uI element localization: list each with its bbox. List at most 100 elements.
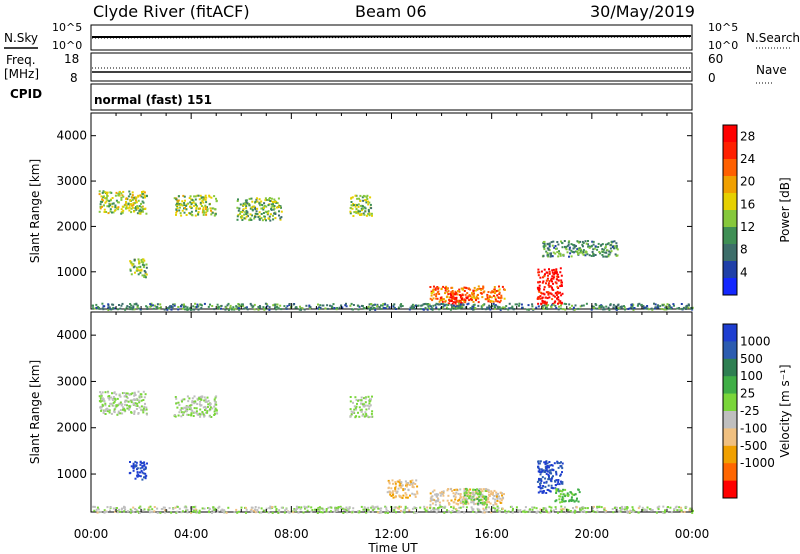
data-cell — [590, 308, 593, 311]
data-cell — [132, 263, 135, 266]
data-cell — [319, 306, 322, 309]
data-cell — [241, 211, 244, 213]
data-cell — [426, 506, 429, 509]
data-cell — [367, 395, 370, 398]
data-cell — [339, 505, 342, 508]
data-cell — [459, 303, 462, 306]
data-cell — [128, 209, 131, 212]
data-cell — [533, 506, 536, 509]
data-cell — [404, 492, 407, 495]
data-cell — [274, 306, 277, 309]
data-cell — [540, 468, 543, 471]
y-axis-title: Slant Range [km] — [28, 360, 42, 464]
data-cell — [545, 282, 547, 285]
data-cell — [496, 499, 499, 502]
data-cell — [183, 406, 186, 409]
data-cell — [393, 506, 396, 509]
data-cell — [411, 507, 414, 510]
data-cell — [488, 304, 491, 307]
data-cell — [109, 191, 112, 194]
data-cell — [106, 410, 109, 413]
data-cell — [435, 297, 438, 300]
data-cell — [143, 396, 146, 399]
data-cell — [144, 196, 146, 199]
data-cell — [535, 511, 538, 514]
data-cell — [236, 215, 239, 218]
data-cell — [578, 247, 581, 250]
data-cell — [187, 406, 190, 409]
scatter-region — [98, 390, 148, 416]
data-cell — [465, 506, 468, 509]
data-cell — [133, 410, 136, 413]
data-cell — [494, 304, 497, 307]
data-cell — [100, 408, 103, 411]
data-cell — [411, 492, 414, 495]
data-cell — [451, 295, 454, 298]
data-cell — [408, 509, 411, 512]
data-cell — [450, 499, 453, 502]
data-cell — [326, 304, 329, 307]
data-cell — [551, 288, 554, 291]
data-cell — [134, 207, 137, 210]
data-cell — [182, 413, 185, 416]
data-cell — [550, 509, 552, 512]
data-cell — [132, 464, 135, 467]
data-cell — [196, 303, 199, 306]
data-cell — [364, 411, 367, 414]
data-cell — [192, 305, 195, 308]
data-cell — [473, 286, 476, 289]
data-cell — [664, 509, 666, 512]
data-cell — [203, 415, 206, 418]
data-cell — [186, 395, 189, 398]
data-cell — [357, 210, 360, 213]
data-cell — [357, 308, 360, 311]
data-cell — [250, 197, 253, 200]
data-cell — [488, 501, 490, 504]
data-cell — [260, 511, 263, 514]
data-cell — [482, 488, 485, 491]
data-cell — [594, 307, 597, 310]
data-cell — [556, 285, 559, 288]
data-cell — [211, 305, 214, 307]
data-cell — [422, 308, 425, 311]
data-cell — [256, 207, 259, 210]
data-cell — [459, 493, 462, 495]
data-cell — [483, 495, 486, 498]
data-cell — [455, 298, 457, 301]
data-cell — [549, 252, 552, 255]
data-cell — [238, 303, 241, 306]
data-cell — [548, 291, 551, 294]
data-cell — [437, 498, 440, 501]
data-cell — [274, 200, 277, 203]
data-cell — [267, 204, 270, 207]
data-cell — [246, 212, 249, 215]
data-cell — [140, 202, 142, 205]
data-cell — [605, 251, 608, 254]
data-cell — [370, 415, 373, 418]
data-cell — [403, 509, 406, 511]
data-cell — [486, 296, 489, 299]
data-cell — [568, 303, 571, 306]
data-cell — [564, 308, 567, 311]
data-cell — [592, 253, 595, 256]
data-cell — [164, 511, 167, 514]
data-cell — [673, 304, 675, 307]
data-cell — [351, 411, 354, 414]
data-cell — [427, 307, 430, 310]
data-cell — [286, 305, 289, 308]
data-cell — [237, 213, 240, 216]
data-cell — [251, 506, 254, 509]
data-cell — [239, 210, 242, 213]
data-cell — [298, 506, 300, 509]
data-cell — [505, 305, 508, 308]
data-cell — [575, 250, 577, 253]
data-cell — [471, 507, 474, 510]
data-cell — [145, 266, 148, 269]
data-cell — [566, 245, 569, 248]
data-cell — [349, 415, 352, 418]
data-cell — [141, 471, 144, 474]
data-cell — [204, 405, 207, 408]
data-cell — [140, 469, 143, 472]
data-cell — [321, 507, 324, 510]
data-cell — [488, 494, 491, 496]
